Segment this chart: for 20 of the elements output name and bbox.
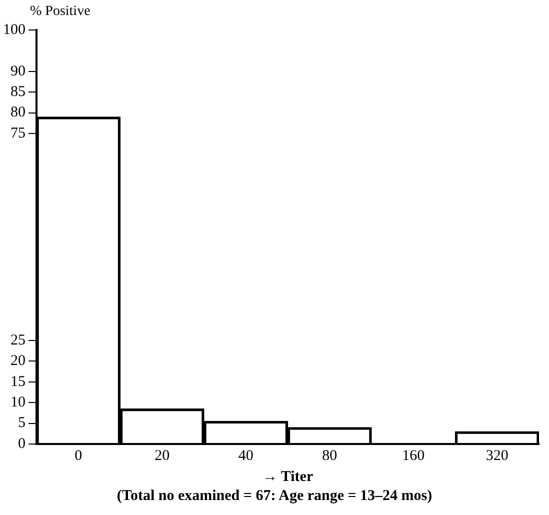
y-tick-label: 100 <box>3 22 26 38</box>
x-tick-label: 0 <box>74 448 82 464</box>
y-tick-label: 85 <box>10 84 26 100</box>
y-tick-label: 75 <box>10 125 26 142</box>
y-axis-title: % Positive <box>30 4 90 20</box>
x-axis-title: → Titer <box>262 468 314 485</box>
x-tick-label: 80 <box>322 448 338 464</box>
x-tick-label: 320 <box>486 448 508 464</box>
y-tick-label: 15 <box>10 374 26 390</box>
y-tick-label: 20 <box>10 353 26 370</box>
x-tick-label: 40 <box>238 448 254 464</box>
y-tick-label: 90 <box>10 63 26 80</box>
y-tick-label: 5 <box>18 415 26 432</box>
y-tick-label: 10 <box>10 394 26 411</box>
x-tick-label: 20 <box>154 448 170 464</box>
x-tick-label: 160 <box>402 448 425 464</box>
y-tick-label: 0 <box>18 436 26 452</box>
y-tick-label: 80 <box>10 104 26 121</box>
text: (Total no examined = 67: Age range = 13–24 mos) <box>116 488 434 505</box>
y-tick-label: 25 <box>10 332 26 348</box>
